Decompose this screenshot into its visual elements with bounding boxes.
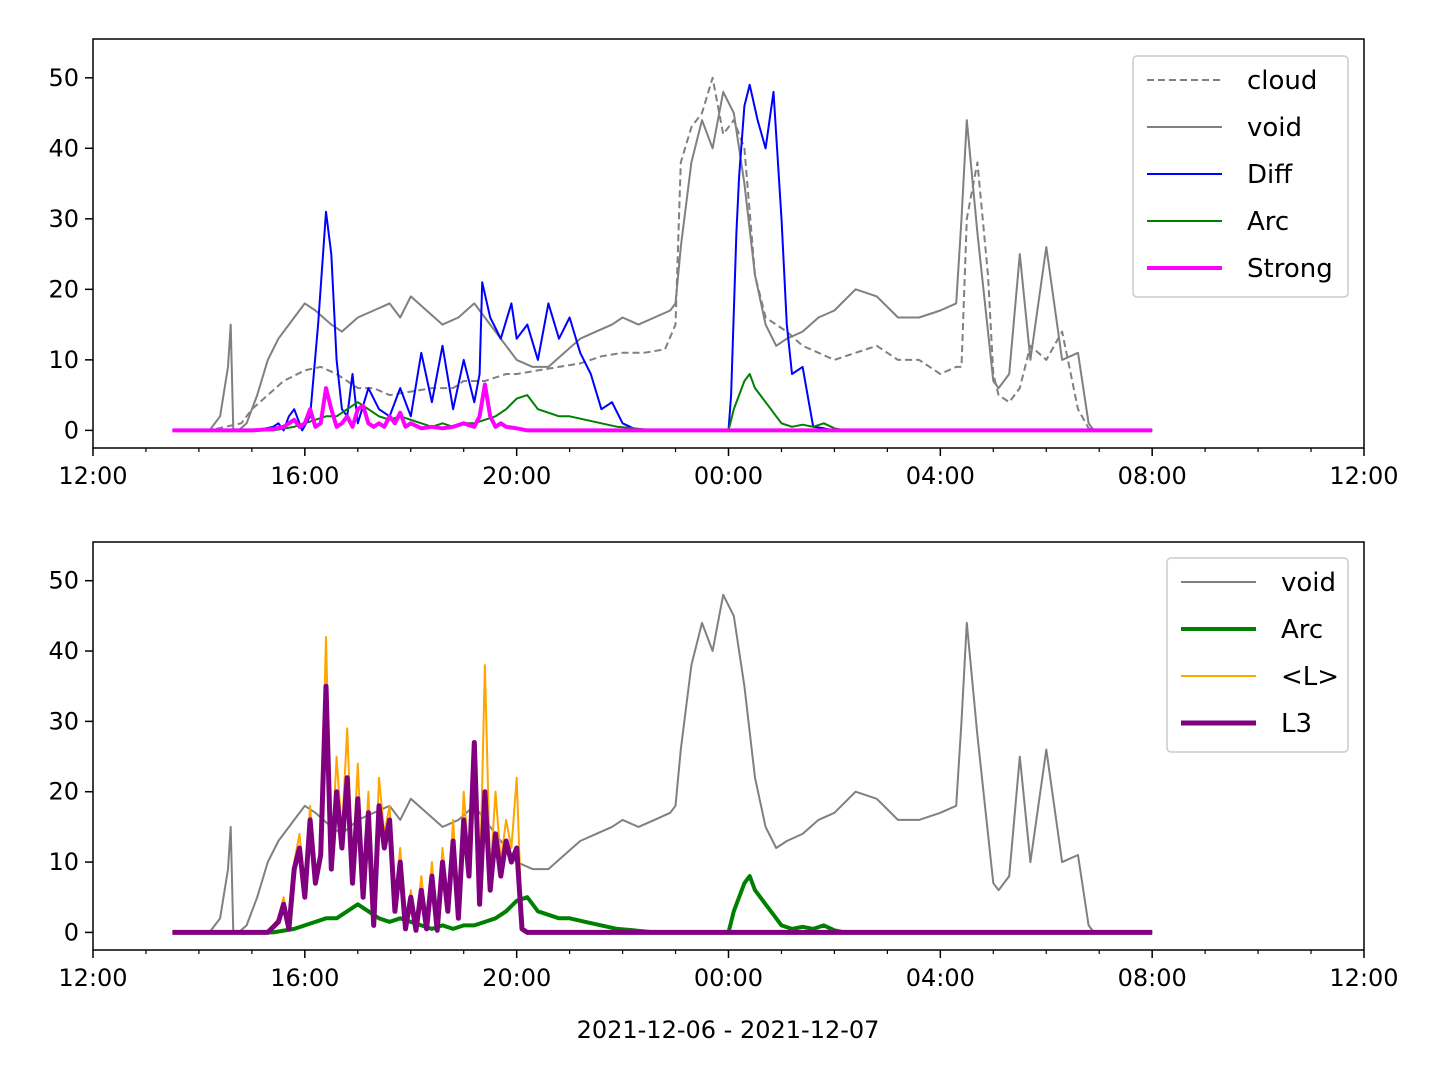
x-tick-label: 04:00	[906, 964, 975, 992]
x-tick-label: 00:00	[694, 964, 763, 992]
legend-label: void	[1281, 568, 1336, 598]
x-tick-label: 16:00	[270, 462, 339, 490]
legend-label: Strong	[1247, 254, 1333, 284]
x-tick-label: 20:00	[482, 462, 551, 490]
top-chart-panel: 12:00 16:00 20:00 00:00 04:00 08:00 12:00 0 10 20…	[48, 38, 1399, 490]
y-tick-label: 0	[64, 416, 79, 444]
y-tick-label: 30	[48, 707, 79, 735]
y-tick-label: 40	[48, 637, 79, 665]
series-group	[172, 593, 1153, 935]
series-line-l3	[172, 683, 1153, 935]
x-tick-label: 16:00	[270, 964, 339, 992]
y-tick-label: 10	[48, 346, 79, 374]
y-tick-label: 20	[48, 778, 79, 806]
x-tick-label: 00:00	[694, 462, 763, 490]
series-line-void	[172, 593, 1153, 934]
legend: void Arc <L> L3	[1166, 557, 1349, 753]
legend-box	[1132, 55, 1349, 298]
x-tick-label: 20:00	[482, 964, 551, 992]
legend-label: Arc	[1247, 207, 1289, 237]
y-tick-label: 20	[48, 275, 79, 303]
series-line-strong	[172, 382, 1153, 433]
y-tick-label: 50	[48, 567, 79, 595]
y-tick-label: 40	[48, 134, 79, 162]
series-line-arc	[251, 373, 1153, 432]
legend-label: Diff	[1247, 160, 1293, 190]
x-tick-label: 12:00	[1329, 964, 1398, 992]
legend-label: <L>	[1281, 662, 1339, 692]
x-tick-label: 12:00	[58, 964, 127, 992]
y-tick-label: 10	[48, 848, 79, 876]
series-group	[172, 76, 1153, 433]
legend-label: Arc	[1281, 615, 1323, 645]
x-tick-label: 12:00	[1329, 462, 1398, 490]
x-axis-label: 2021-12-06 - 2021-12-07	[577, 1016, 880, 1044]
series-line-cloud	[172, 76, 1153, 432]
y-tick-label: 0	[64, 918, 79, 946]
x-tick-label: 08:00	[1118, 462, 1187, 490]
series-line-void	[172, 90, 1153, 432]
legend-label: void	[1247, 113, 1302, 143]
series-line-diff	[251, 83, 1153, 432]
y-tick-label: 50	[48, 64, 79, 92]
legend-label: cloud	[1247, 66, 1317, 96]
x-tick-label: 04:00	[906, 462, 975, 490]
series-line-arc	[251, 874, 1153, 935]
bottom-chart-panel: 12:00 16:00 20:00 00:00 04:00 08:00 12:00 0 10 20…	[48, 541, 1399, 992]
y-tick-label: 30	[48, 205, 79, 233]
legend: cloud void Diff Arc Strong	[1132, 55, 1349, 298]
legend-label: L3	[1281, 709, 1312, 739]
x-tick-label: 08:00	[1118, 964, 1187, 992]
x-tick-label: 12:00	[58, 462, 127, 490]
legend-box	[1166, 557, 1349, 753]
